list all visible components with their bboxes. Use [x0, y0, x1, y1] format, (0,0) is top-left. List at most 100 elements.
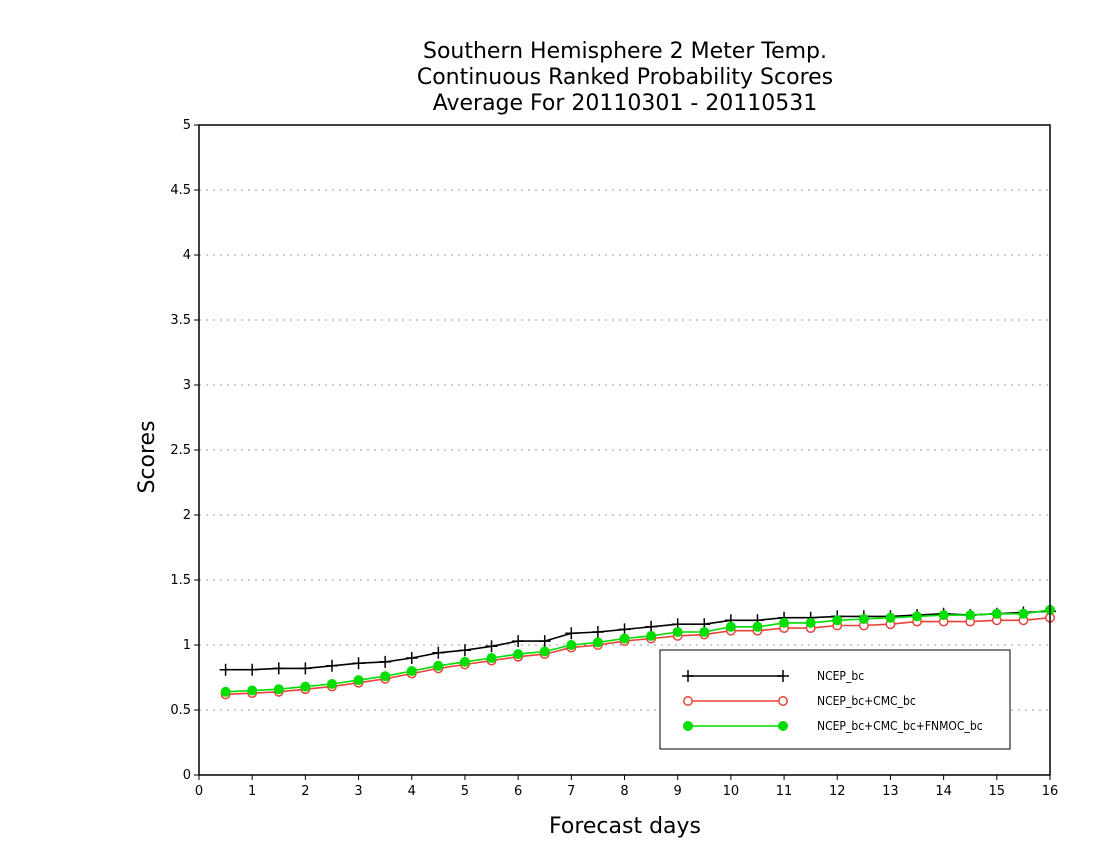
x-tick-label: 15	[989, 784, 1006, 799]
y-tick-label: 1	[183, 638, 191, 653]
data-point	[591, 626, 604, 638]
x-tick-label: 10	[723, 784, 740, 799]
x-tick-label: 7	[567, 784, 575, 799]
x-tick-label: 4	[408, 784, 416, 799]
data-point	[380, 671, 391, 682]
legend-item-2: NCEP_bc+CMC_bc+FNMOC_bc	[683, 719, 983, 733]
data-point	[246, 663, 259, 676]
data-point	[965, 610, 976, 621]
x-tick-label: 1	[248, 784, 256, 799]
legend-label: NCEP_bc	[817, 669, 864, 683]
data-point	[619, 633, 630, 644]
x-tick-label: 14	[935, 784, 952, 799]
data-point	[220, 686, 231, 697]
data-point	[299, 662, 312, 675]
legend-marker	[682, 670, 694, 682]
legend-marker	[778, 696, 788, 706]
data-point	[538, 635, 551, 648]
data-point	[699, 627, 710, 637]
y-tick-label: 0	[183, 768, 191, 783]
legend: NCEP_bc NCEP_bc+CMC_bc NCEP_bc+CMC_bc+FNMO…	[659, 649, 1011, 750]
data-point	[539, 646, 550, 657]
x-tick-label: 5	[461, 784, 469, 799]
y-tick-label: 5	[183, 118, 191, 133]
legend-marker	[777, 670, 789, 682]
data-point	[805, 617, 816, 628]
data-point	[991, 608, 1002, 619]
chart-title-line-3: Average For 20110301 - 20110531	[433, 91, 818, 116]
x-tick-label: 11	[776, 784, 793, 799]
chart-title-line-1: Southern Hemisphere 2 Meter Temp.	[423, 39, 827, 64]
x-tick-label: 16	[1042, 784, 1059, 799]
data-point	[352, 657, 365, 670]
legend-item-0: NCEP_bc	[682, 669, 864, 683]
data-point	[779, 617, 790, 628]
x-tick-label: 13	[882, 784, 899, 799]
data-point	[325, 659, 338, 672]
legend-label: NCEP_bc+CMC_bc	[817, 694, 916, 708]
data-point	[405, 652, 418, 664]
data-point	[300, 681, 311, 692]
data-point	[459, 656, 470, 667]
data-point	[486, 653, 497, 663]
data-point	[912, 611, 923, 622]
data-point	[1018, 608, 1029, 619]
data-point	[645, 620, 658, 633]
legend-marker	[778, 721, 788, 731]
series-2	[220, 604, 1055, 697]
data-point	[938, 610, 949, 621]
x-axis-label: Forecast days	[549, 814, 701, 839]
data-point	[272, 662, 285, 675]
data-point	[485, 640, 498, 653]
series-layer	[219, 604, 1056, 700]
x-tick-label: 0	[195, 784, 203, 799]
data-point	[592, 637, 603, 648]
data-point	[565, 627, 578, 640]
x-tick-label: 8	[620, 784, 628, 799]
data-point	[858, 614, 869, 624]
data-point	[406, 666, 417, 676]
y-tick-label: 1.5	[170, 573, 191, 588]
data-point	[458, 644, 471, 657]
data-point	[353, 675, 364, 686]
axis-ticks: 00.511.522.533.544.550 1 2 3 4 5 6 7 8 9 10 11 12 13 1…	[170, 118, 1058, 799]
data-point	[672, 627, 683, 637]
data-point	[512, 635, 525, 648]
x-tick-label: 3	[354, 784, 362, 799]
data-point	[247, 685, 258, 696]
y-axis-label: Scores	[135, 420, 160, 493]
y-tick-label: 2.5	[170, 443, 191, 458]
y-tick-label: 3	[183, 378, 191, 393]
legend-item-1: NCEP_bc+CMC_bc	[683, 694, 916, 708]
data-point	[219, 663, 232, 676]
y-tick-label: 3.5	[170, 313, 191, 328]
x-tick-label: 2	[301, 784, 309, 799]
y-tick-label: 0.5	[170, 703, 191, 718]
data-point	[379, 655, 392, 668]
data-point	[326, 679, 337, 689]
data-point	[433, 660, 444, 671]
data-point	[752, 621, 763, 632]
data-point	[566, 640, 577, 650]
data-point	[273, 684, 284, 695]
legend-label: NCEP_bc+CMC_bc+FNMOC_bc	[817, 719, 983, 733]
grid-lines	[199, 189, 1050, 711]
y-tick-label: 4	[183, 248, 191, 263]
data-point	[646, 630, 657, 641]
x-tick-label: 9	[674, 784, 682, 799]
legend-box	[659, 649, 1011, 750]
data-point	[832, 615, 843, 626]
legend-marker	[683, 696, 693, 706]
data-point	[432, 646, 445, 659]
chart-title-line-2: Continuous Ranked Probability Scores	[417, 65, 833, 90]
data-point	[725, 621, 736, 632]
data-point	[513, 649, 524, 660]
data-point	[885, 612, 896, 623]
y-tick-label: 4.5	[170, 183, 191, 198]
legend-marker	[683, 721, 693, 731]
y-tick-label: 2	[183, 508, 191, 523]
x-tick-label: 12	[829, 784, 846, 799]
data-point	[618, 623, 631, 636]
x-tick-label: 6	[514, 784, 522, 799]
